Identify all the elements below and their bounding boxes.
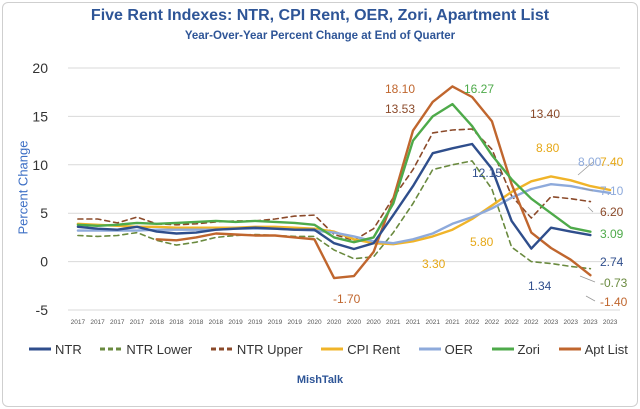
legend-item: Zori — [491, 342, 540, 357]
legend-item: NTR Upper — [210, 342, 303, 357]
data-label: 3.09 — [600, 227, 624, 241]
data-label: -1.40 — [600, 295, 628, 309]
x-tick-label: 2017 — [71, 319, 86, 326]
legend-swatch — [100, 347, 123, 351]
x-tick-label: 2019 — [228, 319, 243, 326]
x-tick-label: 2020 — [327, 319, 342, 326]
x-tick-label: 2018 — [149, 319, 164, 326]
chart-title: Five Rent Indexes: NTR, CPI Rent, OER, Z… — [90, 7, 550, 24]
x-tick-label: 2018 — [189, 319, 204, 326]
data-label: -1.70 — [333, 292, 361, 306]
legend-item: NTR Lower — [99, 342, 192, 357]
x-tick-label: 2021 — [386, 319, 401, 326]
y-tick-label: 10 — [32, 157, 48, 173]
x-tick-label: 2022 — [465, 319, 480, 326]
x-tick-label: 2023 — [583, 319, 598, 326]
data-label: 13.40 — [530, 107, 560, 121]
x-tick-label: 2018 — [169, 319, 184, 326]
legend-swatch — [558, 347, 581, 351]
series-line-ntr-lower — [77, 160, 592, 270]
x-tick-label: 2017 — [130, 319, 145, 326]
x-tick-label: 2020 — [307, 319, 322, 326]
chart-legend: NTR NTR Lower NTR Upper CPI Rent OER Zori Apt … — [28, 339, 628, 359]
data-label: 12.15 — [472, 166, 502, 180]
data-label: 2.74 — [600, 255, 624, 269]
data-label: 18.10 — [385, 82, 415, 96]
x-tick-label: 2022 — [485, 319, 500, 326]
legend-swatch — [210, 347, 233, 351]
data-label: 5.80 — [470, 235, 494, 249]
x-tick-label: 2020 — [366, 319, 381, 326]
legend-swatch — [29, 347, 51, 351]
x-tick-label: 2022 — [524, 319, 539, 326]
x-tick-label: 2021 — [406, 319, 421, 326]
label-leader-line — [585, 295, 596, 302]
data-label: 1.34 — [528, 279, 552, 293]
x-tick-label: 2023 — [563, 319, 578, 326]
legend-item: NTR — [28, 342, 82, 357]
data-label: 8.00 — [578, 155, 602, 169]
y-tick-label: 5 — [40, 205, 48, 221]
data-label: 3.30 — [422, 257, 446, 271]
legend-label: CPI Rent — [347, 341, 400, 357]
label-leader-line — [581, 187, 594, 192]
data-label: 16.27 — [464, 82, 494, 96]
x-tick-label: 2017 — [110, 319, 125, 326]
chart-subtitle: Year-Over-Year Percent Change at End of … — [184, 30, 456, 42]
legend-label: NTR Upper — [236, 341, 303, 357]
x-tick-label: 2018 — [209, 319, 224, 326]
series-line-oer — [76, 183, 612, 245]
series-line-zori — [76, 102, 592, 244]
x-tick-label: 2017 — [90, 319, 105, 326]
data-label: 7.10 — [600, 184, 624, 198]
legend-swatch — [321, 347, 344, 351]
data-label: 8.80 — [536, 141, 560, 155]
label-leader-line — [577, 161, 594, 176]
series-line-ntr — [76, 142, 592, 251]
x-tick-label: 2022 — [504, 319, 519, 326]
y-tick-label: -5 — [36, 302, 49, 318]
x-tick-label: 2021 — [425, 319, 440, 326]
legend-label: Zori — [517, 341, 540, 357]
x-tick-label: 2019 — [287, 319, 302, 326]
x-tick-label: 2020 — [347, 319, 362, 326]
x-tick-label: 2023 — [544, 319, 559, 326]
series-line-apt-list — [155, 85, 592, 280]
data-label: 6.20 — [600, 205, 624, 219]
x-tick-label: 2019 — [248, 319, 263, 326]
legend-swatch — [418, 347, 441, 351]
source-label: MishTalk — [296, 374, 344, 386]
legend-item: OER — [418, 342, 473, 357]
legend-item: Apt List — [558, 342, 628, 357]
label-leader-line — [579, 275, 596, 283]
legend-label: NTR — [55, 341, 82, 357]
legend-swatch — [491, 347, 514, 351]
legend-label: Apt List — [584, 341, 628, 357]
x-tick-label: 2019 — [268, 319, 283, 326]
y-tick-label: 20 — [32, 60, 48, 76]
legend-item: CPI Rent — [320, 342, 400, 357]
series-line-ntr-upper — [77, 128, 592, 242]
x-tick-label: 2023 — [603, 319, 618, 326]
y-tick-label: 15 — [32, 108, 48, 124]
y-tick-label: 0 — [40, 254, 48, 270]
legend-label: NTR Lower — [126, 341, 193, 357]
data-label: -0.73 — [600, 276, 628, 290]
x-tick-label: 2021 — [445, 319, 460, 326]
data-label: 13.53 — [385, 102, 415, 116]
legend-label: OER — [444, 341, 473, 357]
data-label: 7.40 — [600, 155, 624, 169]
label-leader-line — [587, 206, 594, 213]
